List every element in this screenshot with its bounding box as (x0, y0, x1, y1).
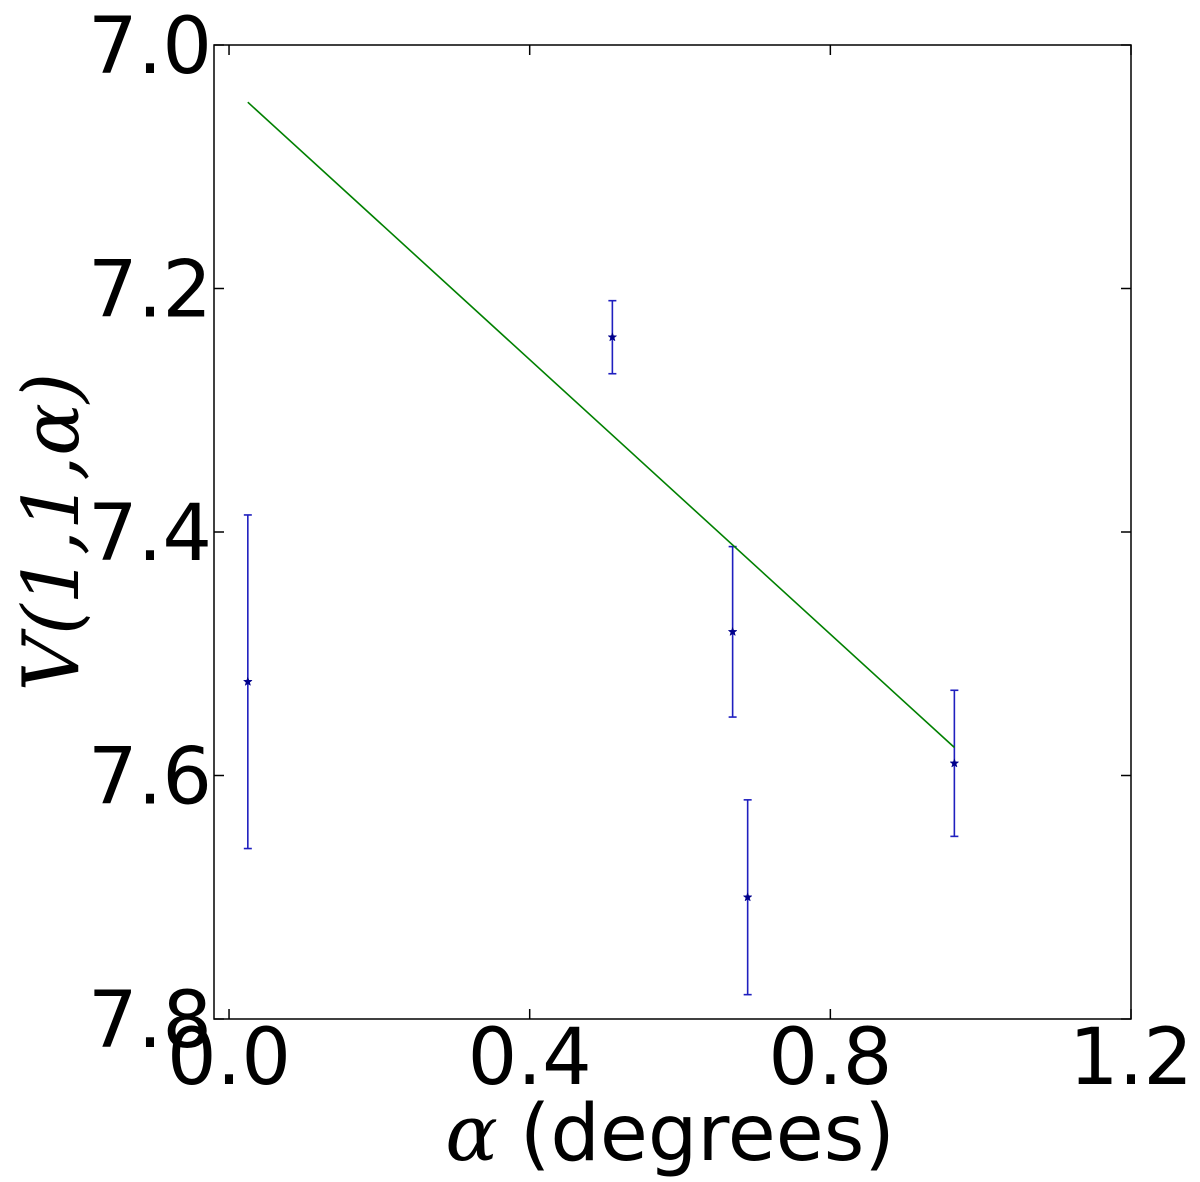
x-axis-label-symbol: α (445, 1089, 498, 1179)
x-tick-label: 0.8 (768, 1013, 892, 1103)
y-axis-label: V(1,1,α) (7, 373, 97, 692)
data-point (607, 331, 618, 342)
data-point (949, 758, 960, 768)
x-tick-label: 1.2 (1069, 1013, 1193, 1103)
x-tick-label: 0.4 (468, 1013, 592, 1103)
plot-frame (213, 44, 1132, 1020)
y-tick-label: 7.0 (88, 2, 212, 92)
y-tick-label: 7.8 (88, 976, 212, 1066)
data-point (727, 626, 738, 637)
x-axis-label-text: (degrees) (520, 1089, 895, 1179)
y-tick-label: 7.2 (88, 246, 212, 336)
plot-marks (242, 101, 960, 996)
x-tick-label: 0.0 (167, 1013, 291, 1103)
data-point (242, 676, 253, 686)
x-axis-label: α (degrees) (445, 1089, 895, 1179)
fit-line (247, 101, 955, 749)
axis-ticks (214, 44, 1132, 1020)
data-point (742, 892, 753, 902)
y-tick-label: 7.6 (88, 733, 212, 823)
tick-labels: 0.0 0.4 0.8 1.2 7.0 7.2 7.4 7.6 7.8 (88, 2, 1193, 1103)
y-tick-label: 7.4 (88, 489, 212, 579)
